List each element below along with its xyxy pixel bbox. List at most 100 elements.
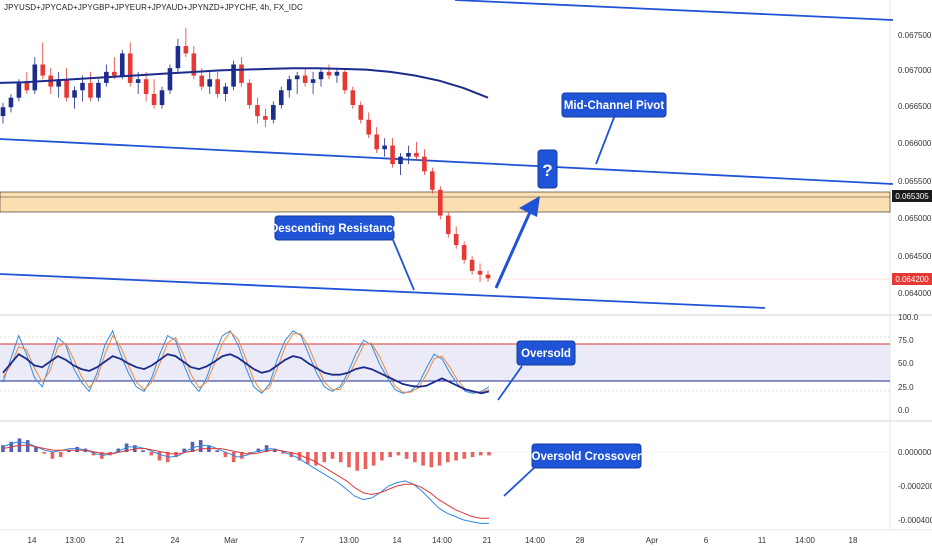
current-price-badge: 0.064200: [892, 273, 932, 285]
channel-low-line: [0, 273, 766, 309]
candle-body: [64, 79, 69, 98]
price-tick-label: 0.066000: [898, 139, 932, 148]
candle-body: [247, 82, 252, 106]
candle-body: [430, 171, 435, 190]
question-callout: ?: [537, 149, 558, 189]
time-axis: 14 13:00 21 24 Mar 7 13:00 14 14:00 21 14:00 28 Apr 6…: [28, 536, 858, 545]
candle: [310, 71, 316, 94]
time-tick-label: 18: [849, 536, 858, 545]
macd-axis: 0.000000 -0.000200 -0.000400: [898, 448, 932, 525]
macd-hist-bar: [347, 452, 351, 468]
candle: [342, 68, 348, 94]
candle-body: [112, 71, 117, 76]
candle: [382, 138, 387, 157]
candle: [263, 108, 268, 128]
macd-tick-label: -0.000400: [898, 516, 932, 525]
time-tick-label: 24: [171, 536, 180, 545]
macd-hist-bar: [437, 452, 442, 466]
macd-signal-line: [2, 444, 489, 519]
macd-hist-bar: [58, 452, 63, 458]
candle: [294, 71, 300, 94]
candle-body: [151, 93, 157, 106]
price-tick-label: 0.066500: [898, 102, 932, 111]
forecast-arrow-shaft: [494, 211, 532, 289]
descending-resistance-label: Descending Resistance: [270, 223, 399, 235]
candle: [453, 226, 459, 249]
candle-body: [278, 90, 284, 106]
candle: [366, 112, 372, 139]
osc-tick-label: 100.0: [898, 313, 919, 322]
candle: [358, 101, 364, 124]
candle-body: [334, 71, 340, 76]
descending-resistance-callout: Descending Resistance: [270, 215, 399, 241]
support-zone: [0, 191, 891, 213]
mid-channel-callout: Mid-Channel Pivot: [561, 92, 667, 118]
candle-body: [437, 189, 443, 216]
candle-body: [72, 90, 77, 98]
macd-hist-bar: [330, 452, 335, 459]
candle-body: [8, 97, 14, 108]
candle-body: [485, 274, 491, 279]
candle-body: [294, 75, 300, 80]
candle-body: [318, 71, 324, 80]
candle-body: [127, 53, 133, 83]
macd-hist-bar: [240, 452, 244, 459]
candle: [112, 57, 117, 80]
candle: [302, 68, 308, 87]
candle-body: [207, 79, 213, 87]
candle-body: [135, 79, 141, 83]
candle-body: [223, 86, 228, 94]
descending-resistance-pointer: [392, 239, 415, 291]
question-label: ?: [542, 161, 552, 180]
candle-body: [24, 82, 30, 91]
candle-body: [16, 82, 22, 98]
rsi-line: [2, 353, 490, 395]
candle: [191, 46, 197, 80]
macd-hist-bar: [67, 450, 71, 452]
candle-body: [80, 82, 85, 91]
candle-body: [326, 71, 332, 76]
macd-hist-bar: [174, 452, 178, 458]
macd-hist-bar: [454, 452, 458, 461]
candle-body: [350, 90, 356, 106]
macd-hist-bar: [322, 452, 327, 463]
candle: [374, 127, 379, 153]
candle: [390, 138, 395, 168]
candle-body: [445, 215, 451, 235]
oversold-crossover-pointer: [503, 466, 536, 497]
time-tick-label: 21: [116, 536, 125, 545]
stoch-d-line: [2, 331, 490, 393]
macd-hist-bar: [297, 452, 302, 461]
candle-body: [414, 152, 419, 157]
macd-hist-bar: [223, 452, 228, 458]
candle: [231, 60, 236, 91]
candle-body: [215, 79, 220, 94]
candle: [318, 68, 324, 87]
macd-hist-bar: [248, 452, 252, 454]
candle: [461, 241, 467, 264]
candle: [88, 71, 93, 102]
macd-hist-bar: [421, 452, 425, 466]
candle: [56, 71, 61, 98]
candle: [167, 64, 173, 94]
macd-hist-bar: [470, 452, 475, 458]
candle-body: [461, 245, 467, 260]
candle: [350, 86, 356, 109]
macd-hist-bar: [190, 441, 195, 452]
candle-body: [358, 105, 364, 120]
macd-hist-bar: [371, 452, 376, 466]
macd-tick-label: 0.000000: [898, 448, 932, 457]
price-axis: 0.067500 0.067000 0.066500 0.066000 0.065500…: [898, 31, 932, 298]
macd-line: [2, 441, 489, 524]
candle-body: [159, 90, 165, 106]
macd-hist-bar: [75, 446, 79, 452]
macd-hist-bar: [141, 450, 145, 452]
time-tick-label: 13:00: [339, 536, 360, 545]
candle: [334, 68, 340, 83]
candle-body: [390, 145, 395, 164]
macd-hist-bar: [165, 452, 170, 463]
candle-body: [239, 64, 244, 83]
candle-body: [286, 79, 292, 91]
time-tick-label: Mar: [224, 536, 238, 545]
candle: [422, 149, 427, 176]
